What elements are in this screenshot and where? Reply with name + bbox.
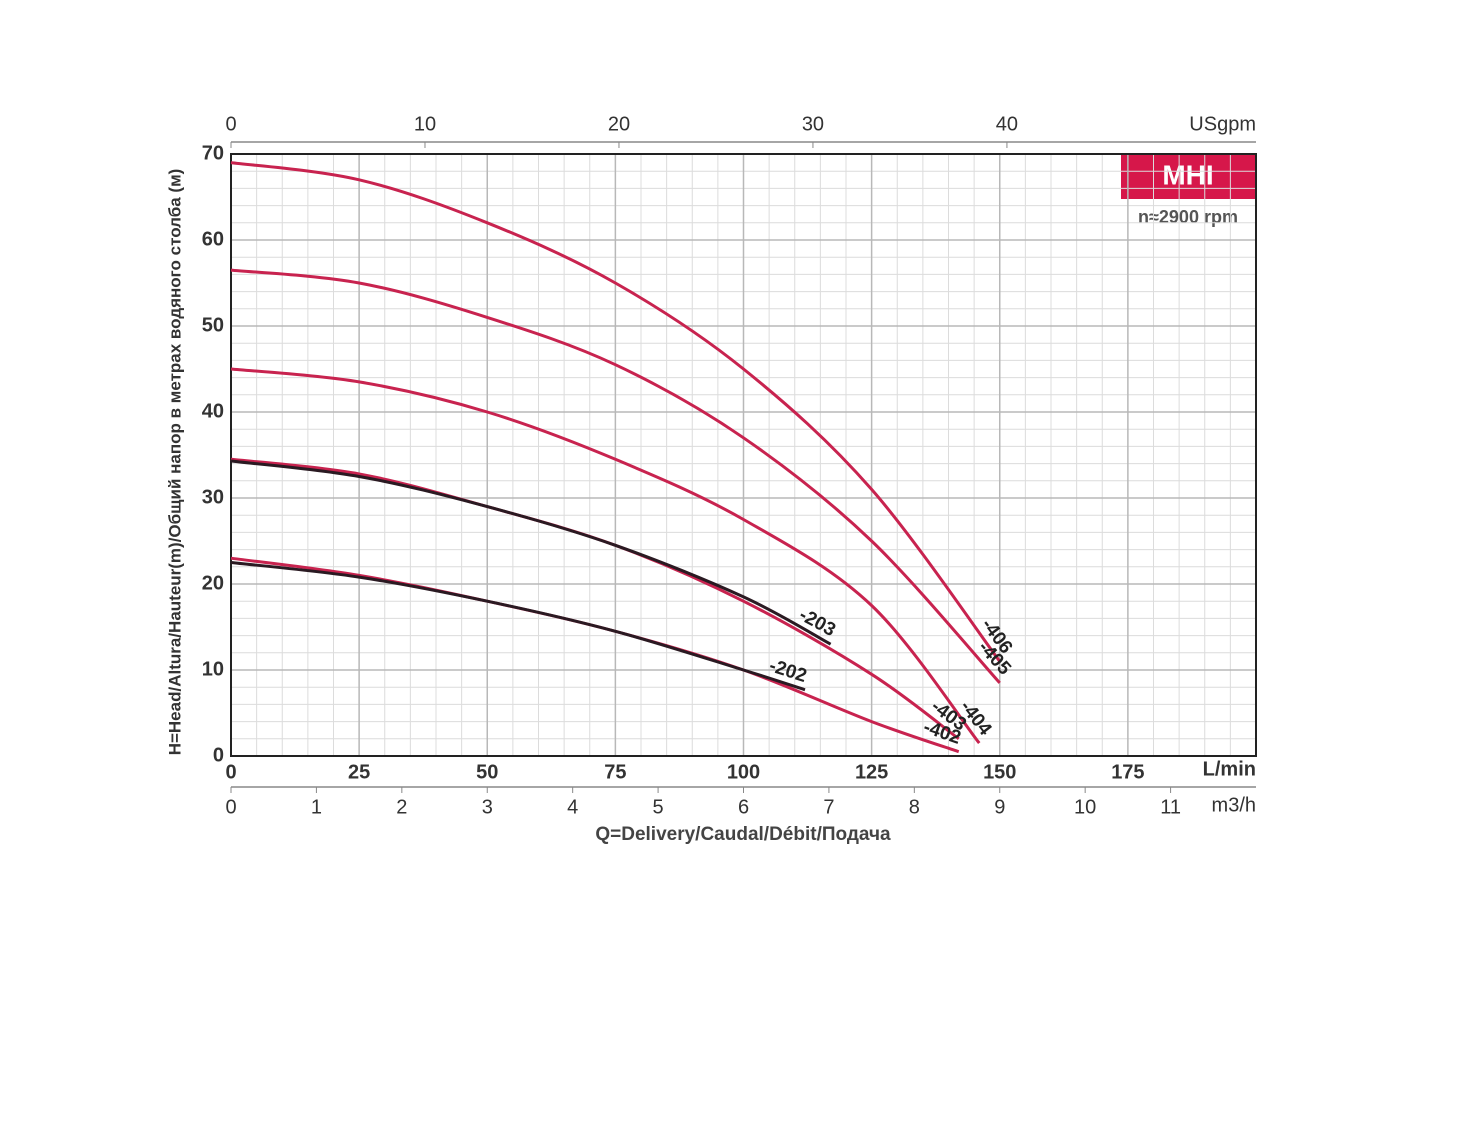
- x-tick-label: 175: [1111, 761, 1144, 783]
- x-axis-label: Q=Delivery/Caudal/Débit/Подача: [595, 824, 891, 845]
- curve: [230, 367, 981, 745]
- y-axis-label: H=Head/Altura/Hauteur(m)/Общий напор в м…: [165, 169, 184, 756]
- x-tick-label: 0: [225, 761, 236, 783]
- x3-tick-label: 1: [311, 796, 322, 818]
- x-unit: L/min: [1203, 758, 1256, 780]
- x3-unit: m3/h: [1212, 794, 1256, 816]
- x-tick-label: 50: [476, 761, 498, 783]
- x3-tick-label: 11: [1160, 796, 1181, 818]
- plot-frame: [230, 153, 1257, 757]
- badge: MHI: [1162, 159, 1213, 190]
- x2-tick-label: 30: [802, 113, 824, 135]
- curve: [230, 457, 960, 741]
- x3-tick-label: 0: [225, 796, 236, 818]
- y-tick-label: 20: [202, 572, 224, 594]
- y-tick-label: 0: [213, 744, 224, 766]
- x3-tick-label: 2: [396, 796, 407, 818]
- x-tick-label: 125: [855, 761, 888, 783]
- y-tick-label: 30: [202, 486, 224, 508]
- subtitle: n≈2900 rpm: [1138, 207, 1238, 227]
- x3-tick-label: 5: [653, 796, 664, 818]
- x2-tick-label: 20: [608, 113, 630, 135]
- x-tick-label: 25: [348, 761, 370, 783]
- x2-tick-label: 0: [225, 113, 236, 135]
- x2-tick-label: 40: [996, 113, 1018, 135]
- x-tick-label: 100: [727, 761, 760, 783]
- curve: [230, 161, 1001, 663]
- curve: [230, 561, 806, 692]
- x3-tick-label: 7: [823, 796, 834, 818]
- x3-tick-label: 4: [567, 796, 578, 818]
- x3-tick-label: 8: [909, 796, 920, 818]
- x3-tick-label: 10: [1074, 796, 1096, 818]
- y-tick-label: 10: [202, 658, 224, 680]
- y-tick-label: 60: [202, 228, 224, 250]
- y-tick-label: 40: [202, 400, 224, 422]
- x2-tick-label: 10: [414, 113, 436, 135]
- x3-tick-label: 3: [482, 796, 493, 818]
- x-tick-label: 150: [983, 761, 1016, 783]
- curve: [230, 268, 1001, 684]
- y-tick-label: 70: [202, 142, 224, 164]
- x3-tick-label: 6: [738, 796, 749, 818]
- x2-unit: USgpm: [1189, 113, 1256, 135]
- x3-tick-label: 9: [994, 796, 1005, 818]
- badge-box: [1121, 154, 1256, 199]
- curve: [230, 459, 832, 646]
- x-tick-label: 75: [604, 761, 626, 783]
- y-tick-label: 50: [202, 314, 224, 336]
